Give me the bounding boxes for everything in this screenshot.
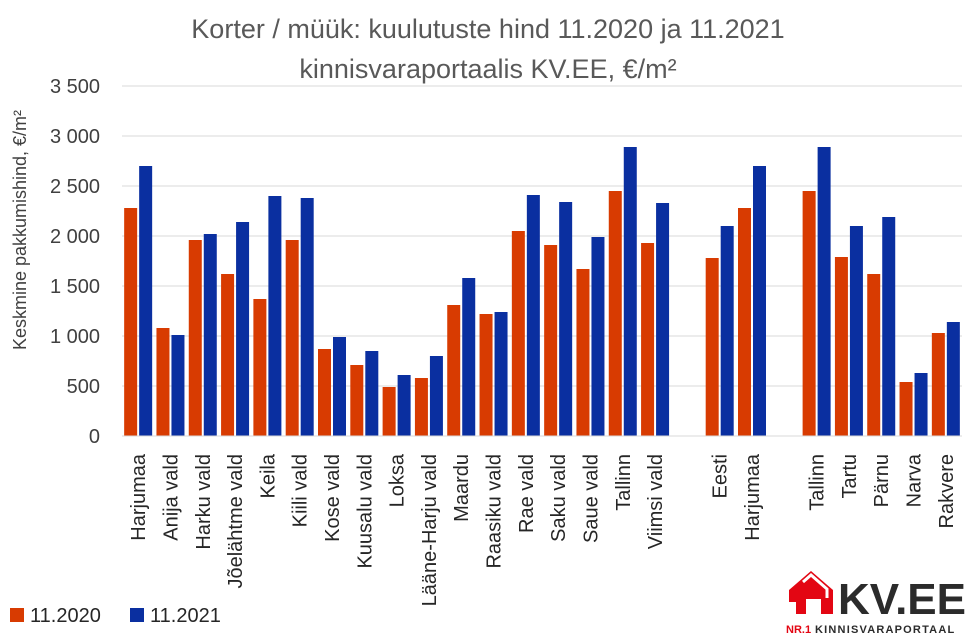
legend-swatch-2021 — [130, 608, 144, 622]
bar-11-2021 — [656, 203, 670, 436]
bar-11-2021 — [139, 166, 153, 436]
bar-11-2021 — [236, 222, 250, 436]
category-label: Kiili vald — [290, 454, 312, 527]
bar-11-2020 — [285, 240, 299, 436]
bar-11-2020 — [511, 231, 525, 436]
y-tick-labels: 0 500 1 000 1 500 2 000 2 500 3 000 3 500 — [50, 76, 100, 448]
bar-11-2020 — [931, 333, 945, 436]
category-label: Eesti — [710, 454, 732, 498]
bar-11-2021 — [914, 373, 928, 436]
bar-11-2021 — [333, 337, 346, 436]
category-label: Tallinn — [613, 454, 635, 511]
bar-11-2020 — [188, 240, 202, 436]
chart-title-line2: kinnisvaraportaalis KV.EE, €/m² — [299, 54, 676, 84]
logo-brand: KV.EE — [838, 575, 966, 624]
bar-11-2020 — [253, 299, 267, 436]
bar-11-2020 — [705, 258, 719, 436]
y-tick-label: 2 500 — [50, 176, 100, 198]
bar-11-2020 — [802, 191, 816, 436]
category-label: Kuusalu vald — [354, 454, 376, 569]
bar-11-2021 — [203, 234, 217, 436]
legend-label-2021: 11.2021 — [150, 605, 221, 627]
bar-11-2021 — [817, 147, 831, 436]
logo-tagline: KINNISVARAPORTAAL — [815, 624, 955, 636]
category-label: Harjumaa — [742, 453, 764, 541]
chart-title-line1: Korter / müük: kuulutuste hind 11.2020 j… — [191, 14, 784, 44]
bar-11-2020 — [221, 274, 235, 436]
bar-11-2021 — [882, 217, 896, 436]
bar-11-2020 — [382, 387, 396, 436]
bar-11-2020 — [156, 328, 170, 436]
logo-tagline-prefix: NR.1 — [786, 624, 811, 636]
y-tick-label: 2 000 — [50, 226, 100, 248]
bar-11-2021 — [753, 166, 766, 436]
legend-swatch-2020 — [10, 608, 24, 622]
bar-11-2020 — [576, 269, 590, 436]
category-label: Tallinn — [807, 454, 829, 511]
category-labels: Harjumaa Anija vald Harku vald Jõelähtme va… — [128, 453, 958, 606]
bar-11-2021 — [526, 195, 540, 436]
bar-11-2020 — [641, 243, 655, 436]
category-label: Pärnu — [871, 454, 893, 507]
bar-11-2020 — [414, 378, 428, 436]
kv-ee-logo: KV.EE NR.1 KINNISVARAPORTAAL — [786, 571, 966, 636]
category-label: Rae vald — [516, 454, 538, 533]
bar-11-2021 — [462, 278, 476, 436]
legend-label-2020: 11.2020 — [30, 605, 101, 627]
category-label: Keila — [257, 453, 279, 498]
bar-11-2020 — [124, 208, 138, 436]
bar-11-2020 — [867, 274, 881, 436]
bars — [124, 147, 960, 436]
y-tick-label: 1 000 — [50, 326, 100, 348]
bar-11-2020 — [350, 365, 364, 436]
category-label: Tartu — [839, 454, 861, 498]
y-tick-label: 3 000 — [50, 126, 100, 148]
bar-11-2021 — [171, 335, 185, 436]
bar-11-2021 — [268, 196, 282, 436]
bar-11-2021 — [397, 375, 411, 436]
bar-11-2021 — [849, 226, 863, 436]
category-label: Lääne-Harju vald — [419, 454, 441, 606]
category-label: Saue vald — [580, 454, 602, 543]
bar-11-2020 — [447, 305, 461, 436]
category-label: Raasiku vald — [484, 454, 506, 569]
category-label: Maardu — [451, 454, 473, 522]
y-tick-label: 0 — [89, 426, 100, 448]
y-tick-label: 500 — [67, 376, 100, 398]
category-label: Rakvere — [936, 454, 958, 528]
bar-11-2020 — [318, 349, 331, 436]
category-label: Jõelähtme vald — [225, 454, 247, 589]
category-label: Loksa — [387, 453, 409, 507]
bar-11-2020 — [544, 245, 558, 436]
bar-11-2021 — [429, 356, 443, 436]
bar-11-2020 — [479, 314, 493, 436]
category-label: Anija vald — [160, 454, 182, 541]
bar-11-2021 — [494, 312, 508, 436]
category-label: Saku vald — [548, 454, 570, 542]
house-icon — [789, 571, 833, 614]
bar-11-2020 — [608, 191, 622, 436]
legend: 11.2020 11.2021 — [10, 605, 221, 627]
bar-11-2021 — [946, 322, 960, 436]
bar-11-2021 — [559, 202, 573, 436]
y-axis-label: Keskmine pakkumishind, €/m² — [10, 110, 30, 350]
bar-11-2021 — [365, 351, 379, 436]
bar-11-2021 — [623, 147, 637, 436]
category-label: Narva — [904, 453, 926, 507]
bar-11-2020 — [834, 257, 848, 436]
category-label: Harjumaa — [128, 453, 150, 541]
bar-11-2020 — [899, 382, 913, 436]
y-tick-label: 1 500 — [50, 276, 100, 298]
bar-11-2021 — [300, 198, 314, 436]
category-label: Viimsi vald — [645, 454, 667, 549]
bar-11-2020 — [738, 208, 751, 436]
category-label: Kose vald — [322, 454, 344, 542]
y-tick-label: 3 500 — [50, 76, 100, 98]
bar-11-2021 — [591, 237, 605, 436]
bar-11-2021 — [720, 226, 734, 436]
category-label: Harku vald — [193, 454, 215, 550]
